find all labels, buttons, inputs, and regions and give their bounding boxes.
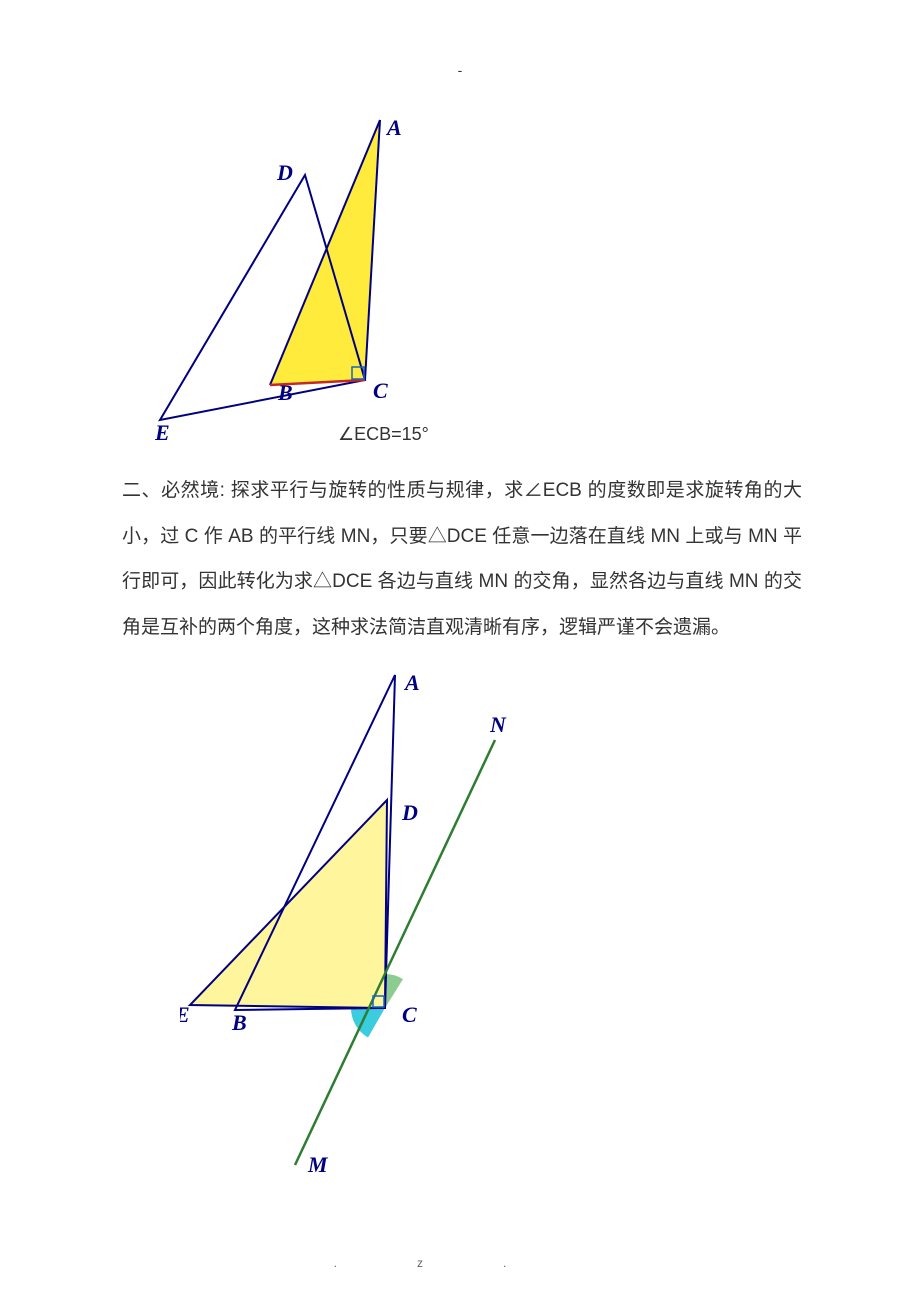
- svg-text:D: D: [401, 800, 418, 825]
- svg-text:E: E: [155, 420, 170, 445]
- svg-text:E: E: [180, 1002, 190, 1027]
- figure-1: A D C B E: [155, 110, 435, 440]
- paragraph-text: 探求平行与旋转的性质与规律，求∠ECB 的度数即是求旋转角的大小，过 C 作 A…: [122, 480, 802, 638]
- svg-text:N: N: [489, 712, 507, 737]
- figure-2: A N D C E B M: [180, 670, 520, 1190]
- page-header-dash: -: [458, 62, 463, 78]
- footer-dot: .: [334, 1256, 417, 1270]
- main-paragraph: 二、必然境: 探求平行与旋转的性质与规律，求∠ECB 的度数即是求旋转角的大小，…: [122, 468, 802, 650]
- svg-text:D: D: [276, 160, 293, 185]
- section-number: 二、: [122, 480, 161, 501]
- svg-text:B: B: [277, 380, 293, 405]
- svg-text:A: A: [385, 115, 402, 140]
- svg-text:C: C: [373, 378, 388, 403]
- svg-text:M: M: [307, 1152, 329, 1177]
- svg-text:C: C: [402, 1002, 417, 1027]
- angle-caption: ∠ECB=15°: [338, 424, 429, 445]
- figure-2-svg: A N D C E B M: [180, 670, 520, 1190]
- svg-text:B: B: [231, 1010, 247, 1035]
- page-footer: .z.: [0, 1256, 920, 1270]
- svg-text:A: A: [403, 670, 420, 695]
- section-title: 必然境:: [161, 480, 231, 501]
- footer-z: z.: [417, 1256, 586, 1270]
- figure-1-svg: A D C B E: [155, 110, 435, 450]
